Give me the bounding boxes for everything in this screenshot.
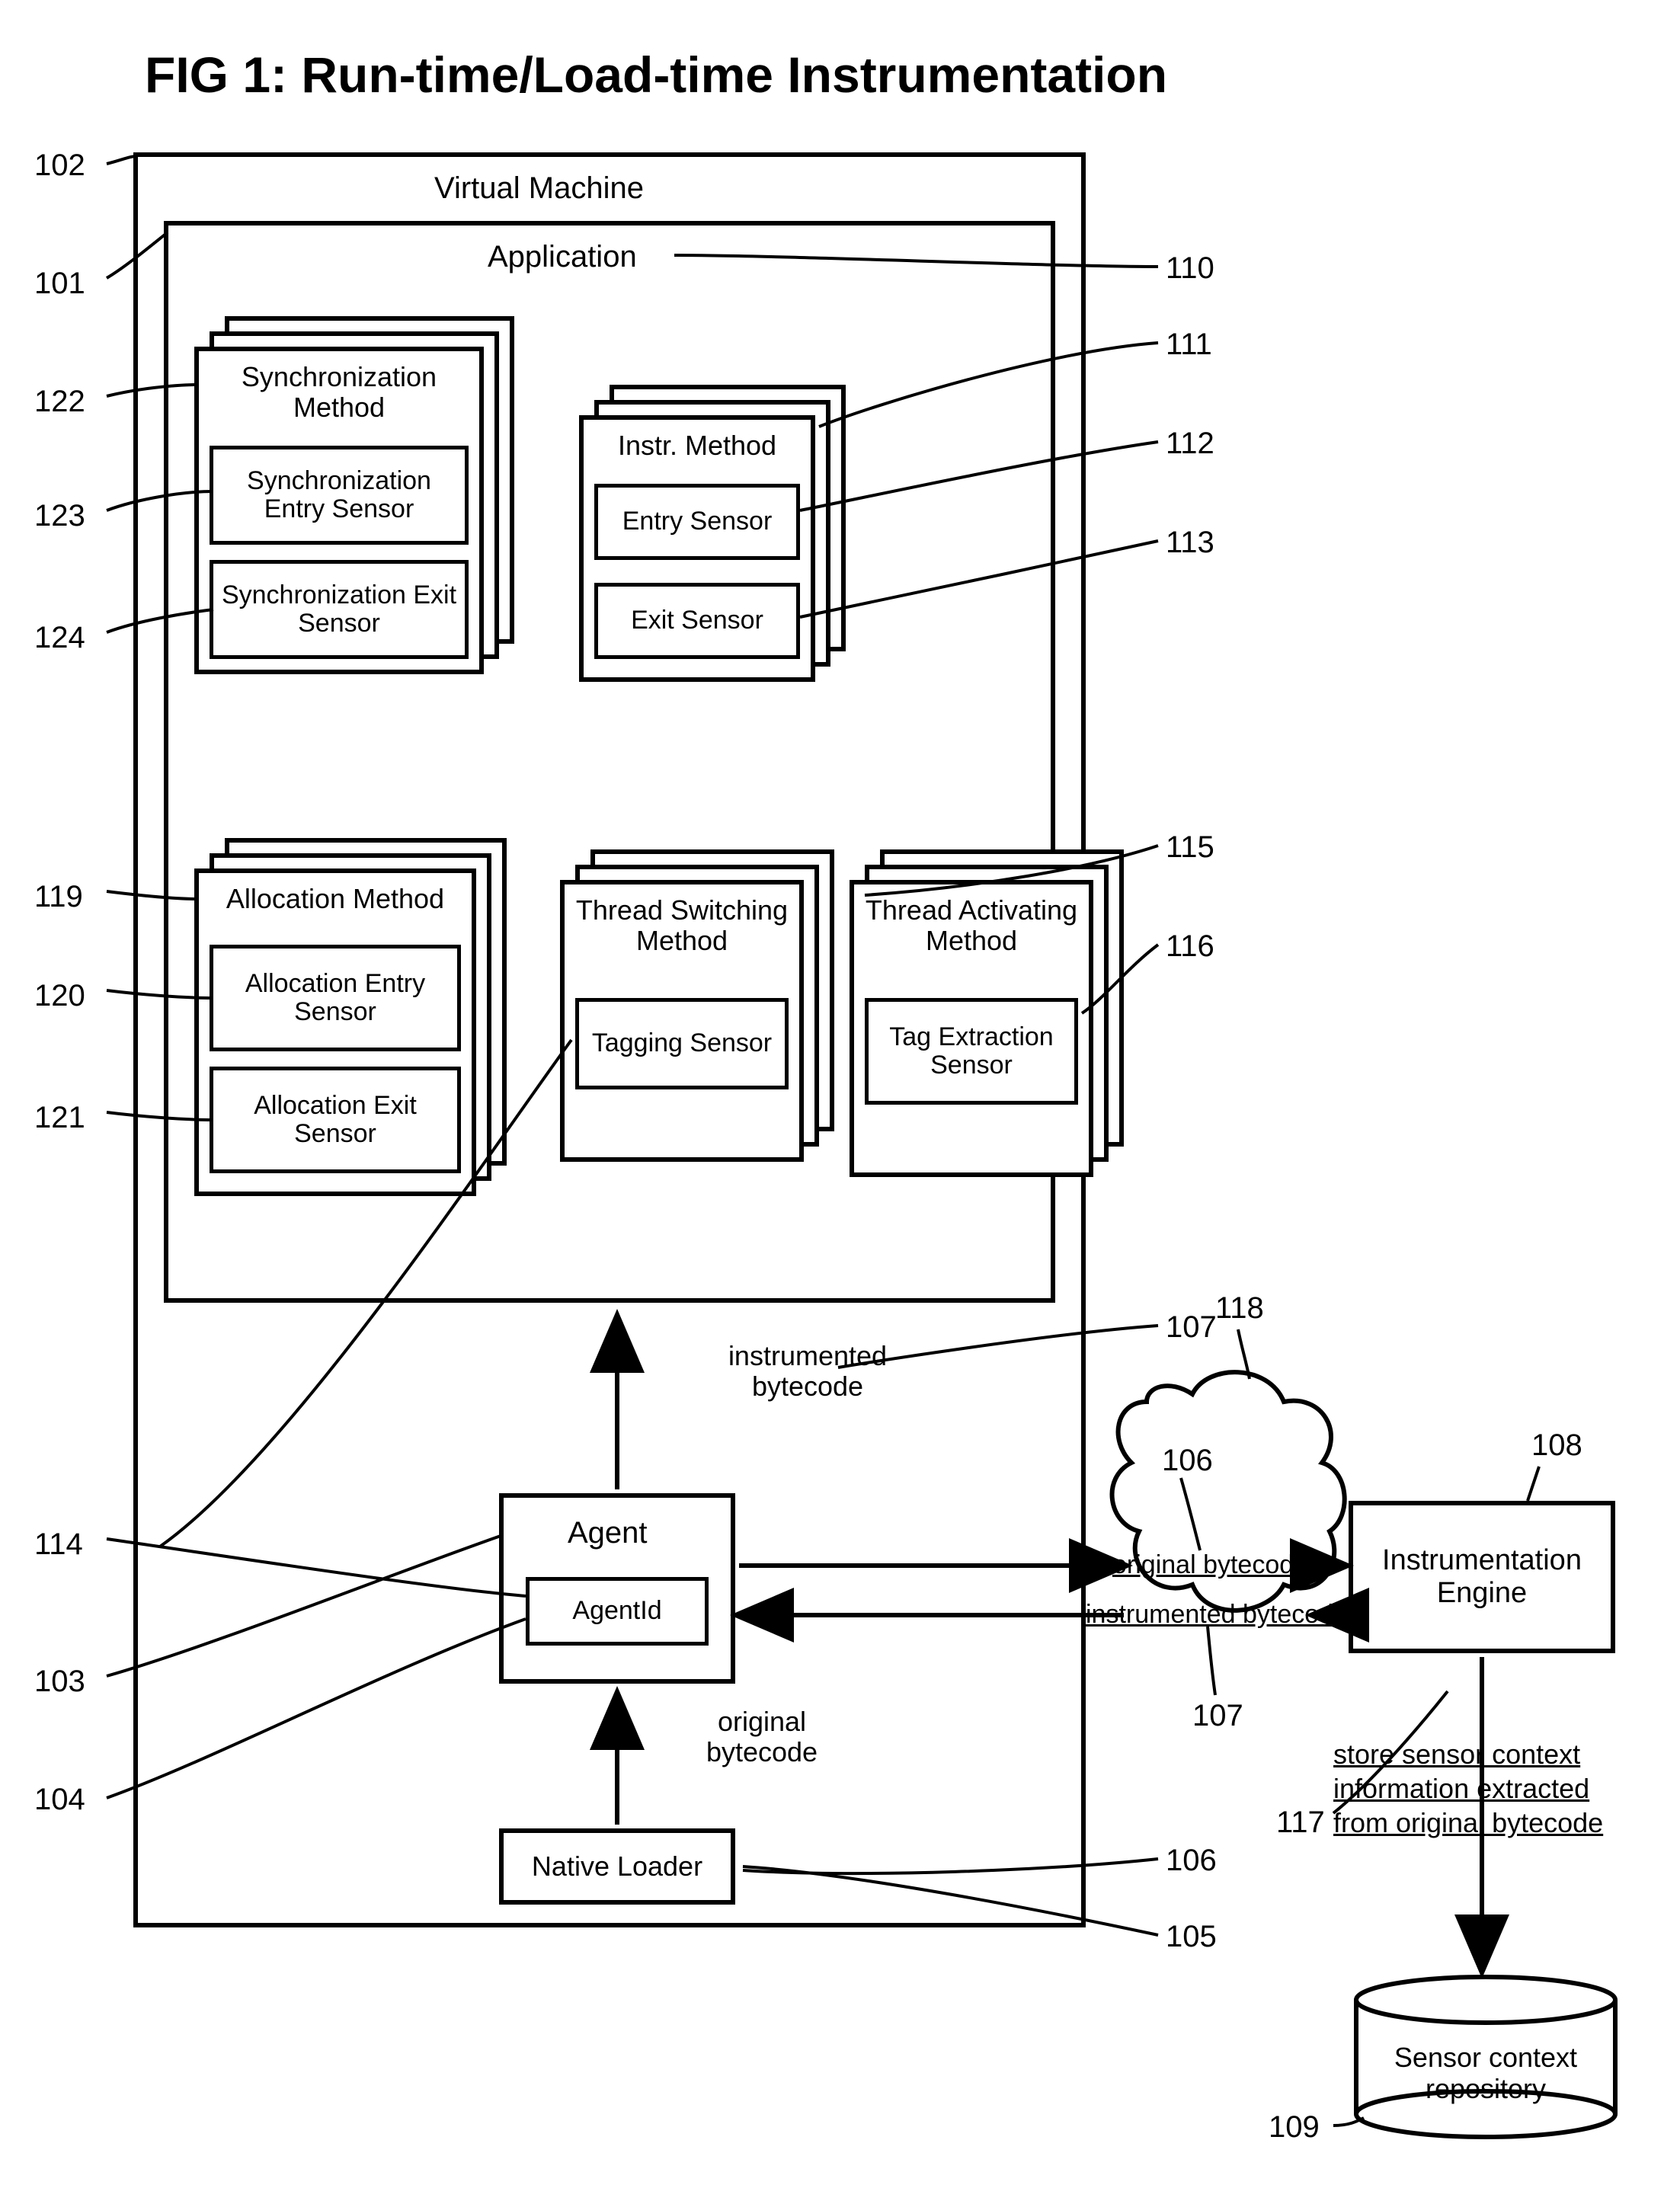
figure-container: FIG 1: Run-time/Load-time Instrumentatio… xyxy=(23,23,1657,2181)
native-loader-box: Native Loader xyxy=(499,1828,735,1905)
tagging-sensor: Tagging Sensor xyxy=(575,998,789,1089)
instrumented-bytecode-cloud-label: instrumented bytecode xyxy=(1086,1600,1348,1630)
ref-106b: 106 xyxy=(1162,1444,1213,1478)
thread-activating-label: Thread Activating Method xyxy=(850,895,1093,955)
thread-switching-label: Thread Switching Method xyxy=(560,895,804,955)
alloc-exit-sensor: Allocation Exit Sensor xyxy=(210,1067,461,1173)
ref-110: 110 xyxy=(1166,251,1214,286)
ref-112: 112 xyxy=(1166,427,1214,461)
ref-123: 123 xyxy=(34,499,85,533)
network-cloud xyxy=(1101,1348,1352,1634)
ref-114: 114 xyxy=(34,1527,83,1562)
ref-122: 122 xyxy=(34,385,85,419)
application-label: Application xyxy=(488,240,637,274)
entry-sensor: Entry Sensor xyxy=(594,484,800,560)
ref-104: 104 xyxy=(34,1783,85,1817)
ref-106: 106 xyxy=(1166,1844,1217,1878)
sensor-context-repo: Sensor context repository xyxy=(1349,1973,1623,2152)
instrumented-bytecode-label-1: instrumented bytecode xyxy=(709,1341,907,1401)
virtual-machine-label: Virtual Machine xyxy=(434,171,644,206)
ref-107b: 107 xyxy=(1192,1699,1243,1733)
instrumentation-engine-box: Instrumentation Engine xyxy=(1349,1501,1615,1653)
ref-119: 119 xyxy=(34,880,83,914)
ref-120: 120 xyxy=(34,979,85,1013)
sync-exit-sensor: Synchronization Exit Sensor xyxy=(210,560,469,659)
ref-111: 111 xyxy=(1166,328,1212,362)
sync-method-label: Synchronization Method xyxy=(194,362,484,422)
sync-entry-sensor: Synchronization Entry Sensor xyxy=(210,446,469,545)
figure-title: FIG 1: Run-time/Load-time Instrumentatio… xyxy=(145,46,1167,104)
original-bytecode-cloud-label: original bytecode xyxy=(1112,1550,1308,1580)
ref-116: 116 xyxy=(1166,929,1214,964)
tag-extraction-sensor: Tag Extraction Sensor xyxy=(865,998,1078,1105)
ref-107: 107 xyxy=(1166,1310,1217,1345)
ref-103: 103 xyxy=(34,1665,85,1699)
ref-108: 108 xyxy=(1531,1428,1582,1463)
ref-117: 117 xyxy=(1276,1806,1325,1840)
original-bytecode-label-1: original bytecode xyxy=(686,1707,838,1767)
exit-sensor: Exit Sensor xyxy=(594,583,800,659)
alloc-method-label: Allocation Method xyxy=(194,884,476,914)
ref-124: 124 xyxy=(34,621,85,655)
ref-118: 118 xyxy=(1215,1291,1264,1326)
ref-101: 101 xyxy=(34,267,85,301)
ref-105: 105 xyxy=(1166,1920,1217,1954)
ref-109: 109 xyxy=(1269,2110,1320,2145)
instr-method-label: Instr. Method xyxy=(579,430,815,461)
store-text: store sensor context information extract… xyxy=(1333,1737,1653,1840)
ref-113: 113 xyxy=(1166,526,1214,560)
alloc-entry-sensor: Allocation Entry Sensor xyxy=(210,945,461,1051)
ref-102: 102 xyxy=(34,149,85,183)
agent-id: AgentId xyxy=(526,1577,709,1646)
ref-121: 121 xyxy=(34,1101,85,1135)
agent-label: Agent xyxy=(568,1516,648,1550)
ref-115: 115 xyxy=(1166,830,1214,865)
